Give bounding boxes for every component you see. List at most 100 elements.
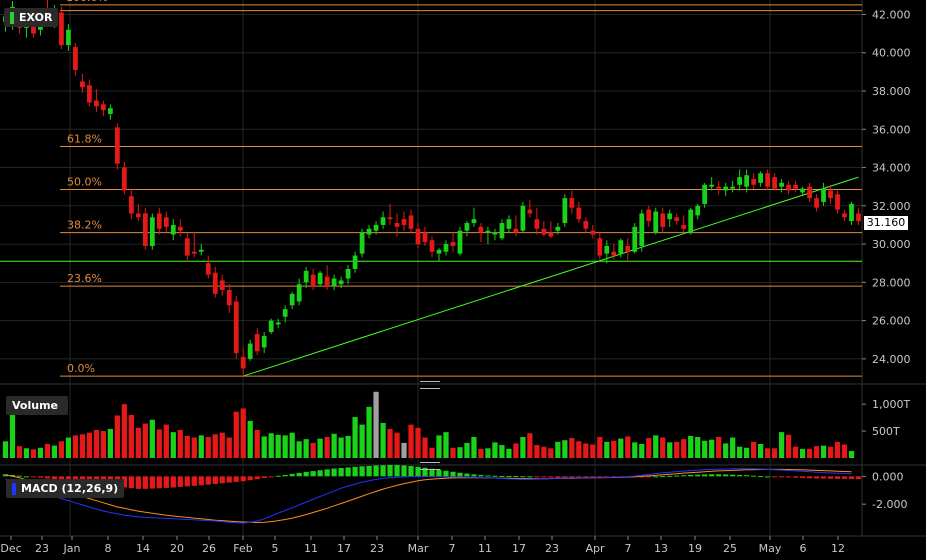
x-tick-label: 6 <box>800 542 807 555</box>
macd-histogram-bar <box>324 469 330 477</box>
macd-histogram-bar <box>646 476 652 478</box>
candle-body <box>702 184 708 204</box>
price-tick-label: 28.000 <box>872 276 911 289</box>
macd-histogram-bar <box>135 476 141 489</box>
macd-histogram-bar <box>296 472 302 477</box>
candle-body <box>373 224 379 231</box>
macd-histogram-bar <box>751 475 757 477</box>
candle-body <box>590 230 596 235</box>
candle-body <box>751 179 757 185</box>
candle-body <box>541 228 547 235</box>
macd-histogram-bar <box>331 468 337 477</box>
candle-body <box>282 309 288 317</box>
macd-histogram-bar <box>184 476 190 487</box>
macd-histogram-bar <box>177 476 183 487</box>
x-tick-label: 17 <box>512 542 526 555</box>
candle-body <box>275 322 281 325</box>
volume-bar <box>359 424 365 458</box>
x-tick-label: Mar <box>408 542 429 555</box>
candle-body <box>415 228 421 245</box>
candle-body <box>254 333 260 352</box>
volume-bar <box>324 437 330 458</box>
volume-bar <box>191 437 197 458</box>
volume-tick-label: 1,000T <box>872 398 910 411</box>
macd-histogram-bar <box>240 476 246 482</box>
macd-histogram-bar <box>254 476 260 480</box>
volume-bar <box>744 447 750 458</box>
volume-bar <box>450 447 456 458</box>
macd-histogram-bar <box>170 476 176 488</box>
macd-histogram-bar <box>58 476 65 481</box>
macd-histogram-bar <box>492 475 498 477</box>
candle-body <box>821 188 826 202</box>
macd-histogram-bar <box>65 476 72 482</box>
macd-histogram-bar <box>422 467 428 477</box>
volume-bar <box>757 444 764 458</box>
price-tick-label: 36.000 <box>872 123 911 136</box>
macd-histogram-bar <box>338 468 344 477</box>
macd-histogram-bar <box>23 476 30 478</box>
x-tick-label: 7 <box>625 542 632 555</box>
panel-resize-handle-macd[interactable] <box>420 462 440 470</box>
macd-histogram-bar <box>597 476 603 478</box>
candle-body <box>142 213 148 246</box>
candle-body <box>681 224 687 229</box>
x-tick-label: Jan <box>63 542 81 555</box>
macd-histogram-bar <box>548 476 554 478</box>
macd-histogram-bar <box>764 476 771 478</box>
candle-body <box>170 224 176 235</box>
volume-bar <box>2 441 9 458</box>
volume-bar <box>520 437 526 458</box>
volume-bar <box>534 445 540 458</box>
volume-bar <box>142 423 148 458</box>
candle-body <box>338 280 344 285</box>
candle-body <box>688 209 694 233</box>
macd-histogram-bar <box>380 465 386 477</box>
macd-histogram-bar <box>401 465 407 477</box>
volume-bar <box>590 444 596 458</box>
candle-body <box>730 186 736 189</box>
price-tick-label: 32.000 <box>872 200 911 213</box>
candle-body <box>149 217 155 246</box>
panel-resize-handle-volume[interactable] <box>420 381 440 389</box>
volume-bar <box>58 441 65 458</box>
candle-body <box>436 249 442 254</box>
macd-histogram-bar <box>373 465 379 477</box>
volume-bar <box>569 438 575 458</box>
candle-body <box>240 356 246 369</box>
x-tick-label: Apr <box>585 542 605 555</box>
candle-body <box>31 24 36 34</box>
candle-body <box>212 272 218 294</box>
fib-label-top: 100.0% <box>66 0 108 4</box>
volume-bar <box>219 432 225 458</box>
candle-body <box>135 213 141 218</box>
candle-body <box>513 228 519 233</box>
macd-histogram-bar <box>51 476 58 480</box>
macd-histogram-bar <box>366 465 372 477</box>
candle-body <box>800 188 805 193</box>
price-tick-label: 34.000 <box>872 162 911 175</box>
volume-bar <box>730 437 736 458</box>
volume-bar <box>604 441 610 458</box>
macd-histogram-bar <box>163 476 169 488</box>
candle-body <box>80 81 85 88</box>
price-tick-label: 40.000 <box>872 47 911 60</box>
volume-bar <box>541 446 547 458</box>
volume-bar <box>639 444 645 458</box>
macd-histogram-bar <box>128 476 134 489</box>
macd-histogram-bar <box>653 476 659 478</box>
x-tick-label: 26 <box>202 542 216 555</box>
candle-body <box>394 223 400 227</box>
volume-bar <box>373 391 379 458</box>
macd-signal-line <box>5 468 852 524</box>
macd-histogram-bar <box>792 476 799 478</box>
macd-histogram-bar <box>590 476 596 478</box>
volume-bar <box>100 431 107 458</box>
macd-histogram-bar <box>345 467 351 477</box>
volume-bar <box>702 440 708 458</box>
candle-body <box>646 209 652 222</box>
volume-bar <box>254 430 260 458</box>
volume-bar <box>65 437 72 458</box>
candle-body <box>583 221 589 229</box>
